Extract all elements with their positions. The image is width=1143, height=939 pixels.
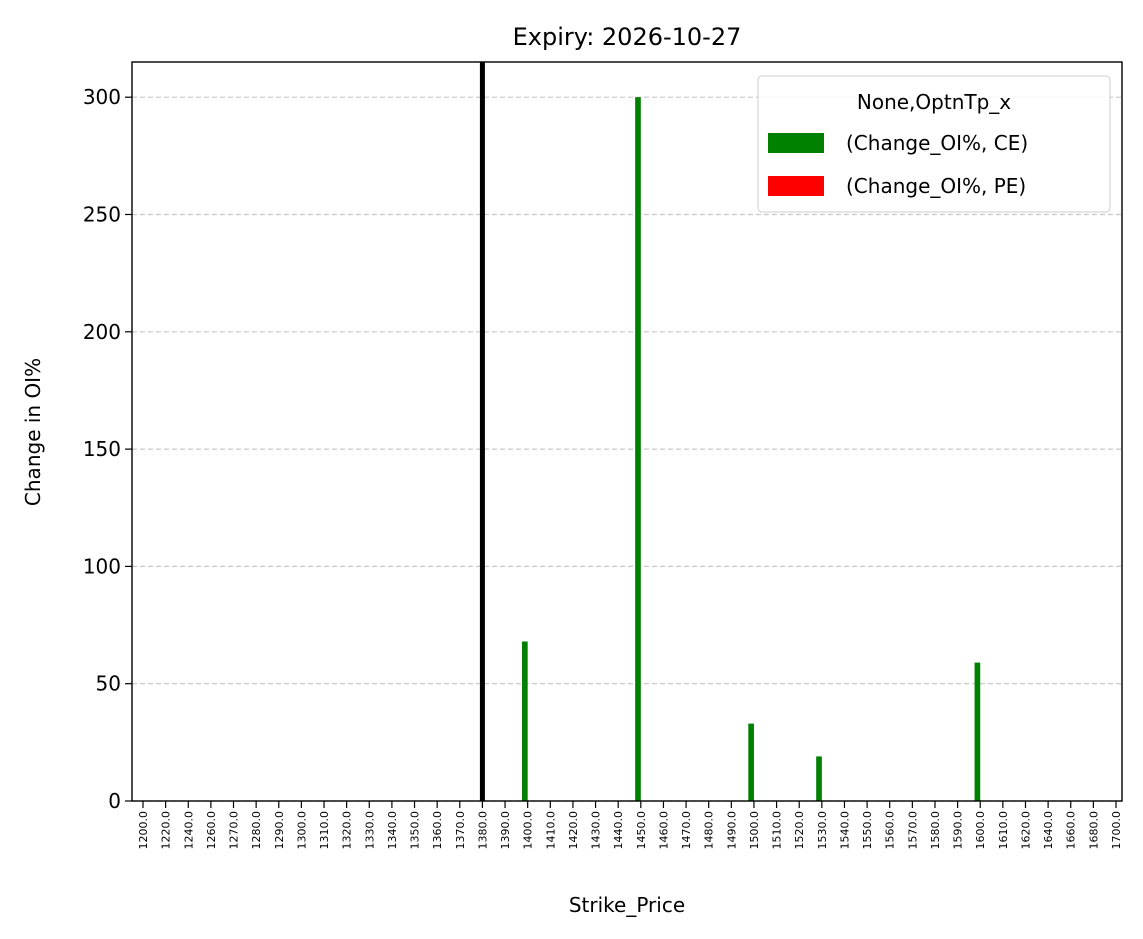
legend-swatch [768,176,824,196]
legend-box [757,75,1111,213]
bar [522,641,528,801]
x-tick-label: 1600.0 [974,811,987,850]
chart-title: Expiry: 2026-10-27 [513,23,742,51]
bar [748,723,754,801]
x-tick-label: 1280.0 [250,811,263,850]
legend-swatch [768,133,824,153]
x-tick-label: 1480.0 [703,811,716,850]
x-tick-label: 1420.0 [567,811,580,850]
y-axis-label: Change in OI% [21,358,45,506]
x-tick-label: 1610.0 [997,811,1010,850]
x-tick-label: 1350.0 [409,811,422,850]
y-tick-label: 100 [83,554,121,578]
legend-title: None,OptnTp_x [857,90,1011,114]
y-tick-label: 250 [83,202,121,226]
x-tick-label: 1270.0 [228,811,241,850]
x-tick-label: 1370.0 [454,811,467,850]
x-tick-label: 1470.0 [680,811,693,850]
x-tick-label: 1410.0 [544,811,557,850]
x-tick-label: 1570.0 [906,811,919,850]
x-tick-label: 1400.0 [522,811,535,850]
x-tick-label: 1560.0 [884,811,897,850]
x-tick-label: 1540.0 [838,811,851,850]
plot-frame [131,61,1123,802]
x-tick-label: 1500.0 [748,811,761,850]
x-tick-label: 1310.0 [318,811,331,850]
x-tick-label: 1660.0 [1065,811,1078,850]
bar [816,756,822,801]
bar [974,662,981,801]
x-tick-label: 1390.0 [499,811,512,850]
x-tick-label: 1220.0 [160,811,173,850]
x-tick-label: 1460.0 [657,811,670,850]
x-tick-label: 1680.0 [1087,811,1100,850]
x-tick-label: 1260.0 [205,811,218,850]
bar [635,97,641,801]
x-tick-label: 1300.0 [295,811,308,850]
legend-label: (Change_OI%, CE) [846,131,1028,155]
x-tick-label: 1580.0 [929,811,942,850]
x-tick-label: 1360.0 [431,811,444,850]
legend-label: (Change_OI%, PE) [846,174,1026,198]
y-tick-label: 200 [83,320,121,344]
x-tick-label: 1700.0 [1110,811,1123,850]
x-tick-label: 1590.0 [952,811,965,850]
x-tick-label: 1550.0 [861,811,874,850]
x-tick-label: 1640.0 [1042,811,1055,850]
x-tick-label: 1340.0 [386,811,399,850]
x-tick-label: 1290.0 [273,811,286,850]
x-tick-label: 1380.0 [476,811,489,850]
x-tick-label: 1430.0 [590,811,603,850]
x-tick-label: 1330.0 [363,811,376,850]
x-axis-label: Strike_Price [569,893,685,917]
x-tick-label: 1440.0 [612,811,625,850]
y-tick-label: 50 [96,672,121,696]
x-tick-label: 1490.0 [725,811,738,850]
x-tick-label: 1520.0 [793,811,806,850]
x-tick-label: 1200.0 [137,811,150,850]
x-tick-label: 1320.0 [341,811,354,850]
x-tick-label: 1240.0 [182,811,195,850]
legend: None,OptnTp_x (Change_OI%, CE) (Change_OI%… [757,75,1111,213]
x-tick-label: 1510.0 [771,811,784,850]
x-tick-label: 1620.0 [1019,811,1032,850]
y-tick-label: 300 [83,85,121,109]
x-tick-label: 1450.0 [635,811,648,850]
y-tick-label: 0 [108,789,121,813]
x-tick-label: 1530.0 [816,811,829,850]
y-tick-label: 150 [83,437,121,461]
